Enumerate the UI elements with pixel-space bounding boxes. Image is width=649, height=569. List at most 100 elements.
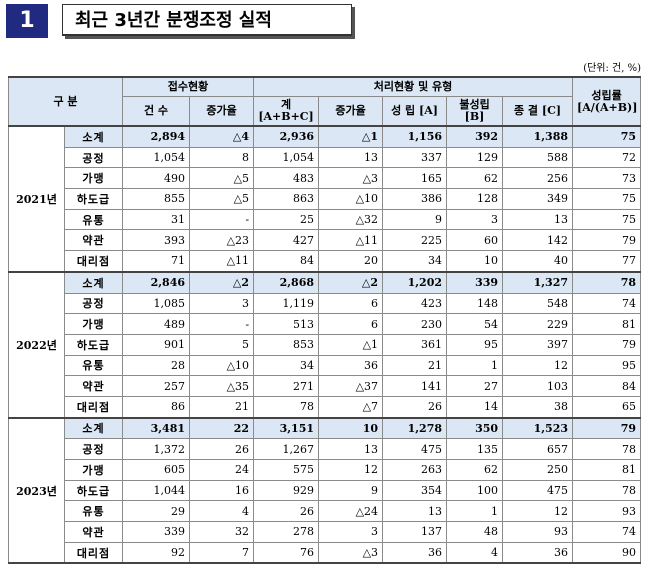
terminated-cell: 103 xyxy=(502,375,574,397)
growth2-cell: 3 xyxy=(318,521,384,543)
growth2-cell: 20 xyxy=(318,250,384,273)
settled-cell: 225 xyxy=(382,229,448,252)
category-cell: 대리점 xyxy=(63,250,124,273)
terminated-cell: 12 xyxy=(502,354,574,377)
total-cell: 278 xyxy=(253,521,320,543)
table-row: 공정 1,054 8 1,054 13 337 129 588 72 xyxy=(9,146,642,169)
total-cell: 513 xyxy=(253,313,320,335)
header-settled: 성 립 [A] xyxy=(382,96,448,127)
count-cell: 490 xyxy=(122,167,191,190)
growth-cell: △2 xyxy=(189,270,255,294)
unsettled-cell: 14 xyxy=(446,395,504,419)
terminated-cell: 40 xyxy=(502,250,574,273)
count-cell: 1,044 xyxy=(122,479,191,502)
header-category: 구 분 xyxy=(7,76,124,127)
settled-cell: 1,156 xyxy=(382,124,448,148)
count-cell: 31 xyxy=(122,208,191,231)
growth-cell: 7 xyxy=(189,541,255,564)
rate-cell: 81 xyxy=(572,313,642,335)
growth2-cell: 13 xyxy=(318,146,384,169)
growth-cell: 26 xyxy=(189,438,255,460)
count-cell: 901 xyxy=(122,333,191,356)
rate-cell: 65 xyxy=(572,395,642,419)
growth-cell: △35 xyxy=(189,375,255,397)
growth-cell: 5 xyxy=(189,333,255,356)
growth-cell: 3 xyxy=(189,292,255,315)
section-heading: 최근 3년간 분쟁조정 실적 xyxy=(62,4,352,36)
table-row: 공정 1,372 26 1,267 13 475 135 657 78 xyxy=(9,438,642,460)
total-cell: 84 xyxy=(253,250,320,273)
count-cell: 86 xyxy=(122,395,191,419)
terminated-cell: 349 xyxy=(502,188,574,210)
table-row: 가맹 489-513 6 230 54 229 81 xyxy=(9,313,642,335)
growth-cell: 8 xyxy=(189,146,255,169)
year-cell: 2023년 xyxy=(8,416,65,564)
unsettled-cell: 95 xyxy=(446,333,504,356)
header-receipt-group: 접수현황 xyxy=(122,76,255,97)
rate-cell: 75 xyxy=(572,124,642,148)
dispute-mediation-table: 구 분 접수현황 처리현황 및 유형 성립률 [A/(A+B)] 건 수 증가율… xyxy=(7,76,642,565)
rate-cell: 73 xyxy=(572,167,642,190)
year-cell: 2022년 xyxy=(8,270,65,419)
terminated-cell: 588 xyxy=(502,146,574,169)
settled-cell: 34 xyxy=(382,250,448,273)
terminated-cell: 1,523 xyxy=(502,416,574,440)
total-cell: 271 xyxy=(253,375,320,397)
total-cell: 26 xyxy=(253,500,320,523)
table-row: 대리점 71 △11 84 20 34 10 40 77 xyxy=(9,250,642,273)
total-cell: 78 xyxy=(253,395,320,419)
growth-cell: △23 xyxy=(189,229,255,252)
unsettled-cell: 54 xyxy=(446,313,504,335)
growth2-cell: △11 xyxy=(318,229,384,252)
total-cell: 427 xyxy=(253,229,320,252)
category-cell: 소계 xyxy=(63,124,124,148)
count-cell: 71 xyxy=(122,250,191,273)
rate-cell: 72 xyxy=(572,146,642,169)
unsettled-cell: 10 xyxy=(446,250,504,273)
count-cell: 29 xyxy=(122,500,191,523)
category-cell: 공정 xyxy=(63,438,124,460)
rate-cell: 78 xyxy=(572,438,642,460)
growth-cell: △10 xyxy=(189,354,255,377)
rate-cell: 78 xyxy=(572,270,642,294)
total-cell: 2,936 xyxy=(253,124,320,148)
rate-cell: 78 xyxy=(572,479,642,502)
count-cell: 28 xyxy=(122,354,191,377)
rate-cell: 79 xyxy=(572,333,642,356)
header-growth-processed: 증가율 xyxy=(318,96,384,127)
count-cell: 489 xyxy=(122,313,191,335)
category-cell: 유통 xyxy=(63,354,124,377)
table-row: 약관 393 △23 427 △11 225 60 142 79 xyxy=(9,229,642,252)
settled-cell: 1,202 xyxy=(382,270,448,294)
count-cell: 1,085 xyxy=(122,292,191,315)
growth2-cell: △1 xyxy=(318,333,384,356)
settled-cell: 354 xyxy=(382,479,448,502)
terminated-cell: 657 xyxy=(502,438,574,460)
unsettled-cell: 27 xyxy=(446,375,504,397)
settled-cell: 141 xyxy=(382,375,448,397)
category-cell: 약관 xyxy=(63,229,124,252)
settled-cell: 475 xyxy=(382,438,448,460)
category-cell: 소계 xyxy=(63,270,124,294)
table-row: 하도급 1,044 16 929 9 354 100 475 78 xyxy=(9,479,642,502)
count-cell: 1,054 xyxy=(122,146,191,169)
total-cell: 863 xyxy=(253,188,320,210)
growth-cell: 24 xyxy=(189,459,255,481)
count-cell: 2,846 xyxy=(122,270,191,294)
section-number: 1 xyxy=(6,4,48,38)
unsettled-cell: 1 xyxy=(446,500,504,523)
category-cell: 대리점 xyxy=(63,541,124,564)
header-growth: 증가율 xyxy=(189,96,255,127)
growth2-cell: △7 xyxy=(318,395,384,419)
terminated-cell: 256 xyxy=(502,167,574,190)
count-cell: 1,372 xyxy=(122,438,191,460)
rate-cell: 79 xyxy=(572,229,642,252)
count-cell: 2,894 xyxy=(122,124,191,148)
category-cell: 가맹 xyxy=(63,167,124,190)
settled-cell: 36 xyxy=(382,541,448,564)
unsettled-cell: 350 xyxy=(446,416,504,440)
growth2-cell: △1 xyxy=(318,124,384,148)
terminated-cell: 142 xyxy=(502,229,574,252)
count-cell: 855 xyxy=(122,188,191,210)
count-cell: 257 xyxy=(122,375,191,397)
